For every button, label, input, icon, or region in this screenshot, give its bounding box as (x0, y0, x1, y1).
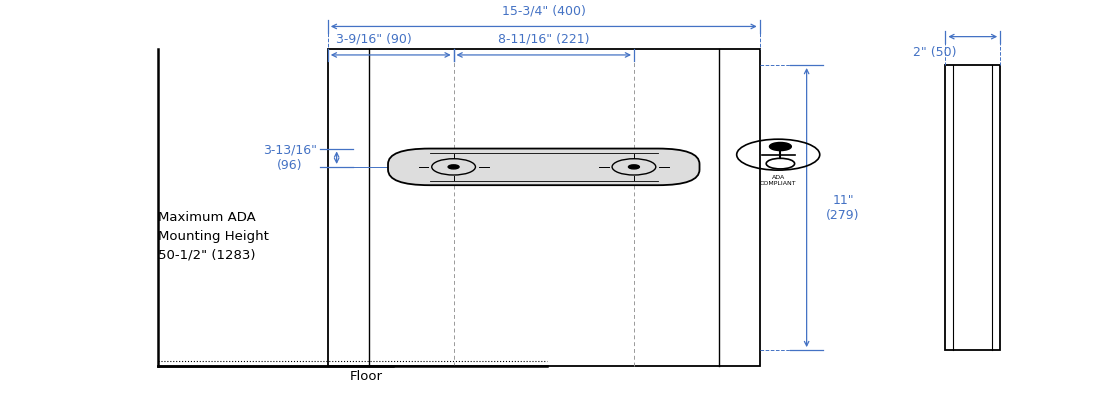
Text: Maximum ADA
Mounting Height
50-1/2" (1283): Maximum ADA Mounting Height 50-1/2" (128… (158, 210, 269, 262)
Text: 15-3/4" (400): 15-3/4" (400) (502, 4, 586, 18)
Text: 3-13/16"
(96): 3-13/16" (96) (263, 144, 317, 172)
Text: 11"
(279): 11" (279) (826, 194, 860, 221)
Text: 3-9/16" (90): 3-9/16" (90) (337, 33, 412, 46)
FancyBboxPatch shape (388, 149, 700, 185)
Bar (328, 49, 760, 366)
Text: 2" (50): 2" (50) (913, 46, 956, 59)
Circle shape (448, 165, 459, 169)
Text: ADA
COMPLIANT: ADA COMPLIANT (760, 175, 797, 186)
Circle shape (769, 142, 791, 151)
Text: 8-11/16" (221): 8-11/16" (221) (498, 33, 589, 46)
Text: Floor: Floor (350, 370, 383, 383)
Circle shape (628, 165, 639, 169)
Bar (945, 65, 1000, 350)
